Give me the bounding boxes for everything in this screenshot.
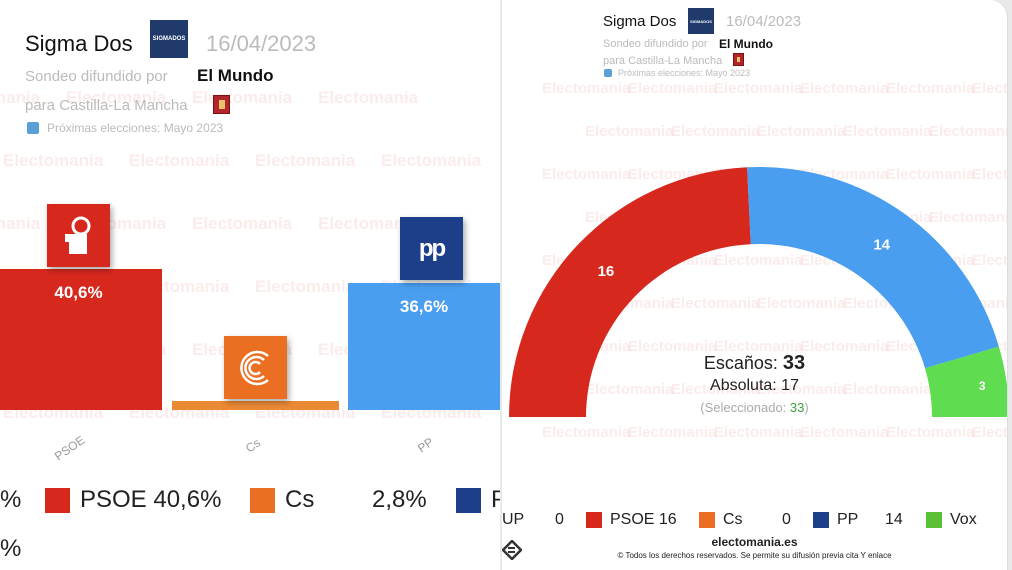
bar-cs bbox=[172, 401, 339, 410]
legend-item-psoe: PSOE 16 bbox=[586, 511, 677, 529]
legend-item-psoe: PSOE 40,6% bbox=[45, 486, 221, 514]
watermark-text: Electomania bbox=[381, 151, 482, 170]
hemicycle-chart: 16 14 3 bbox=[509, 167, 1007, 417]
legend-label: PSOE 16 bbox=[610, 511, 677, 528]
bar-chart-panel: Electomania Electomania Electomania Electom… bbox=[0, 0, 500, 570]
pp-logo-icon bbox=[813, 512, 829, 528]
bar-pp: 36,6% bbox=[348, 282, 500, 410]
watermark-text: Electomania bbox=[192, 88, 293, 107]
legend-label: Cs bbox=[285, 486, 315, 513]
next-elections-label: Próximas elecciones: Mayo 2023 bbox=[47, 121, 224, 135]
majority-label: Absoluta: 17 bbox=[710, 377, 799, 394]
publisher-name: El Mundo bbox=[197, 66, 274, 85]
hemicycle-segment-psoe bbox=[509, 167, 751, 417]
pollster-name: Sigma Dos bbox=[603, 13, 677, 30]
site-name: electomania.es bbox=[711, 535, 798, 549]
seats-summary: Escaños: 33 bbox=[502, 352, 1007, 375]
next-elections-label: Próximas elecciones: Mayo 2023 bbox=[618, 68, 751, 78]
publisher-name: El Mundo bbox=[719, 37, 773, 51]
published-by-label: Sondeo difundido por bbox=[25, 68, 168, 85]
legend-edge-fragment: % bbox=[0, 486, 22, 513]
cs-logo-icon bbox=[250, 487, 275, 513]
ballot-box-icon bbox=[604, 69, 612, 77]
legend-value-cs: 0 bbox=[782, 511, 791, 528]
watermark-text: Electomania bbox=[129, 151, 230, 170]
hemicycle-seat-label: 3 bbox=[979, 379, 986, 393]
bar-value-label: 36,6% bbox=[399, 296, 449, 316]
region-label: para Castilla-La Mancha bbox=[603, 55, 723, 67]
region-flag-icon bbox=[213, 95, 230, 114]
published-by-label: Sondeo difundido por bbox=[603, 38, 708, 50]
hemicycle-seat-label: 16 bbox=[598, 263, 615, 280]
ballot-box-icon bbox=[27, 122, 39, 134]
pollster-logo: SIGMADOS bbox=[688, 8, 714, 34]
legend-label: P bbox=[491, 486, 500, 513]
legend-label: PP bbox=[837, 511, 859, 528]
selected-summary: (Seleccionado: 33) bbox=[502, 400, 1007, 415]
watermark-text: Electomania bbox=[3, 151, 104, 170]
pp-logo-icon bbox=[456, 487, 481, 513]
category-label-cs: Cs bbox=[243, 435, 264, 456]
hemicycle-segment-vox bbox=[924, 346, 1007, 417]
selected-close: ) bbox=[804, 400, 809, 415]
category-label-pp: PP bbox=[415, 434, 437, 456]
bar-value-label: 40,6% bbox=[54, 283, 103, 302]
region-label: para Castilla-La Mancha bbox=[25, 97, 188, 114]
psoe-logo-icon bbox=[47, 204, 110, 267]
bar-psoe: 40,6% bbox=[0, 269, 162, 410]
legend-label: Vox bbox=[950, 511, 977, 528]
hemicycle-segment-pp bbox=[747, 167, 999, 369]
selected-value: 33 bbox=[789, 400, 805, 415]
psoe-logo-icon bbox=[586, 512, 602, 528]
legend-item-vox: Vox bbox=[926, 511, 977, 529]
legend-edge-fragment: % bbox=[0, 535, 22, 562]
hemicycle-seat-label: 14 bbox=[873, 237, 890, 254]
legend-item-pp: PP bbox=[813, 511, 858, 529]
legend-item-up: UP bbox=[502, 511, 524, 529]
seats-label: Escaños: bbox=[703, 353, 778, 373]
seats-total: 33 bbox=[782, 352, 806, 374]
legend-label: Cs bbox=[723, 511, 743, 528]
watermark-text: Electomania bbox=[192, 214, 293, 233]
cs-logo-icon bbox=[699, 512, 715, 528]
legend-value-up: 0 bbox=[555, 511, 564, 528]
legend-item-pp: P bbox=[456, 486, 500, 514]
psoe-logo-icon bbox=[45, 487, 70, 513]
vox-logo-icon bbox=[926, 512, 942, 528]
pollster-name: Sigma Dos bbox=[25, 31, 133, 56]
legend-label: UP bbox=[502, 511, 525, 528]
electomania-logo-icon bbox=[502, 540, 522, 560]
selected-label: (Seleccionado: bbox=[700, 400, 787, 415]
region-flag-icon bbox=[733, 53, 744, 66]
watermark-text: Electomania bbox=[318, 88, 419, 107]
poll-date: 16/04/2023 bbox=[726, 13, 802, 30]
copyright-notice: © Todos los derechos reservados. Se perm… bbox=[617, 551, 892, 560]
poll-date: 16/04/2023 bbox=[206, 31, 317, 56]
legend-item-cs: Cs bbox=[250, 486, 314, 514]
watermark-text: Electomania bbox=[255, 151, 356, 170]
hemicycle-panel: Electomania Electomania Electomania Electom… bbox=[502, 0, 1008, 570]
pp-logo-icon: pp bbox=[400, 217, 463, 280]
legend-value-cs: 2,8% bbox=[372, 486, 427, 513]
category-label-psoe: PSOE bbox=[52, 432, 88, 464]
watermark-text: Electomania bbox=[0, 214, 41, 233]
pollster-logo: SIGMADOS bbox=[150, 20, 188, 58]
legend-label: PSOE 40,6% bbox=[80, 486, 222, 513]
legend-value-pp: 14 bbox=[885, 511, 903, 528]
watermark-text: Electomania bbox=[255, 277, 356, 296]
cs-logo-icon bbox=[224, 336, 287, 399]
legend-item-cs: Cs bbox=[699, 511, 743, 529]
